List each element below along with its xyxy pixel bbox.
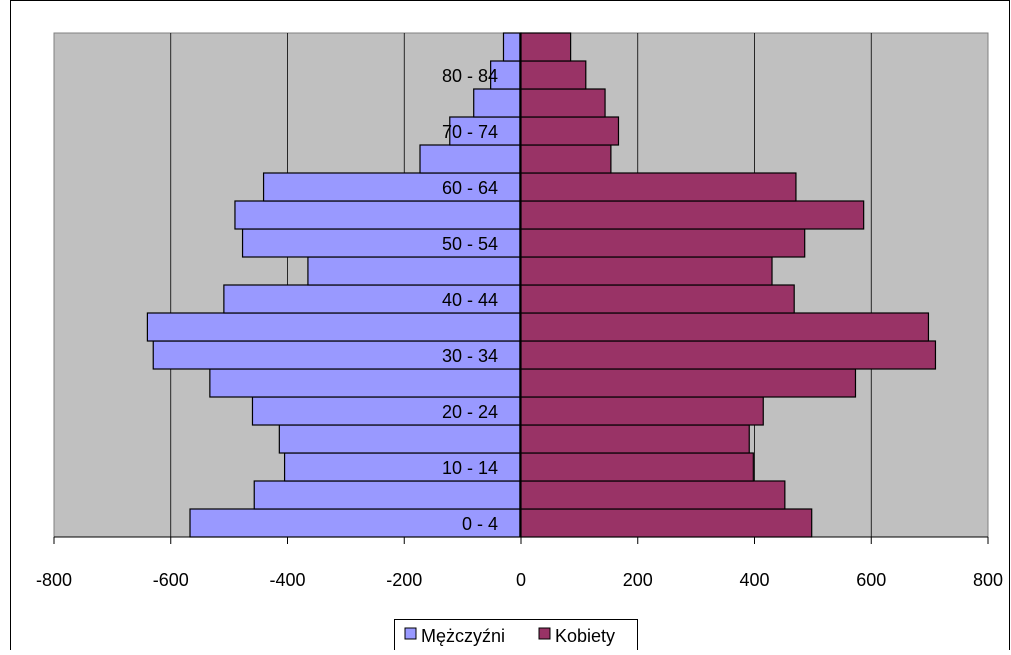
legend-swatch-women [538,627,551,640]
x-tick-label: 400 [739,570,769,590]
bar-men-9 [307,256,522,286]
category-labels: 0 - 4 10 - 14 20 - 24 30 - 34 40 - 44 50 - 54… [442,66,498,534]
category-label: 40 - 44 [442,290,498,310]
bar-men-17 [502,32,522,62]
legend-swatch-men [404,627,417,640]
bar-women-0 [520,508,813,538]
x-tick-label: 600 [856,570,886,590]
bar-men-4 [251,396,522,426]
bar-men-12 [262,172,522,202]
legend-label-men: Mężczyźni [421,626,505,646]
bar-women-5 [520,368,857,398]
bar-women-4 [520,396,764,426]
bar-men-2 [283,452,522,482]
legend: Mężczyźni Kobiety [394,619,638,652]
bar-women-7 [520,312,930,342]
category-label: 20 - 24 [442,402,498,422]
category-label: 0 - 4 [462,514,498,534]
x-tick-label: -400 [269,570,305,590]
x-tick-label: 200 [623,570,653,590]
bar-men-10 [241,228,522,258]
category-label: 60 - 64 [442,178,498,198]
bar-women-13 [520,144,612,174]
bar-men-6 [152,340,522,370]
bar-men-11 [234,200,522,230]
bars [146,32,937,538]
bar-women-15 [520,88,606,118]
category-label: 30 - 34 [442,346,498,366]
bar-women-17 [520,32,572,62]
x-tick-label: -600 [153,570,189,590]
bar-men-5 [209,368,522,398]
bar-men-14 [449,116,522,146]
category-label: 50 - 54 [442,234,498,254]
bar-women-1 [520,480,786,510]
bar-men-7 [146,312,522,342]
bar-women-11 [520,200,865,230]
bar-men-1 [253,480,522,510]
x-tick-label: 800 [973,570,1003,590]
bar-women-12 [520,172,797,202]
bar-men-8 [223,284,522,314]
x-tick-label: -200 [386,570,422,590]
bar-women-2 [520,452,754,482]
legend-label-women: Kobiety [555,626,615,646]
bar-women-14 [520,116,620,146]
bar-women-9 [520,256,773,286]
category-label: 80 - 84 [442,66,498,86]
bar-women-6 [520,340,937,370]
bar-women-16 [520,60,587,90]
category-label: 70 - 74 [442,122,498,142]
bar-women-3 [520,424,750,454]
bar-men-15 [473,88,522,118]
x-tick-label: 0 [516,570,526,590]
x-axis-ticks: -800 -600 -400 -200 0 200 400 600 800 [36,537,1003,590]
bar-men-3 [278,424,522,454]
bar-women-8 [520,284,795,314]
legend-box [394,619,638,652]
x-tick-label: -800 [36,570,72,590]
bar-women-10 [520,228,806,258]
category-label: 10 - 14 [442,458,498,478]
bar-men-13 [419,144,522,174]
